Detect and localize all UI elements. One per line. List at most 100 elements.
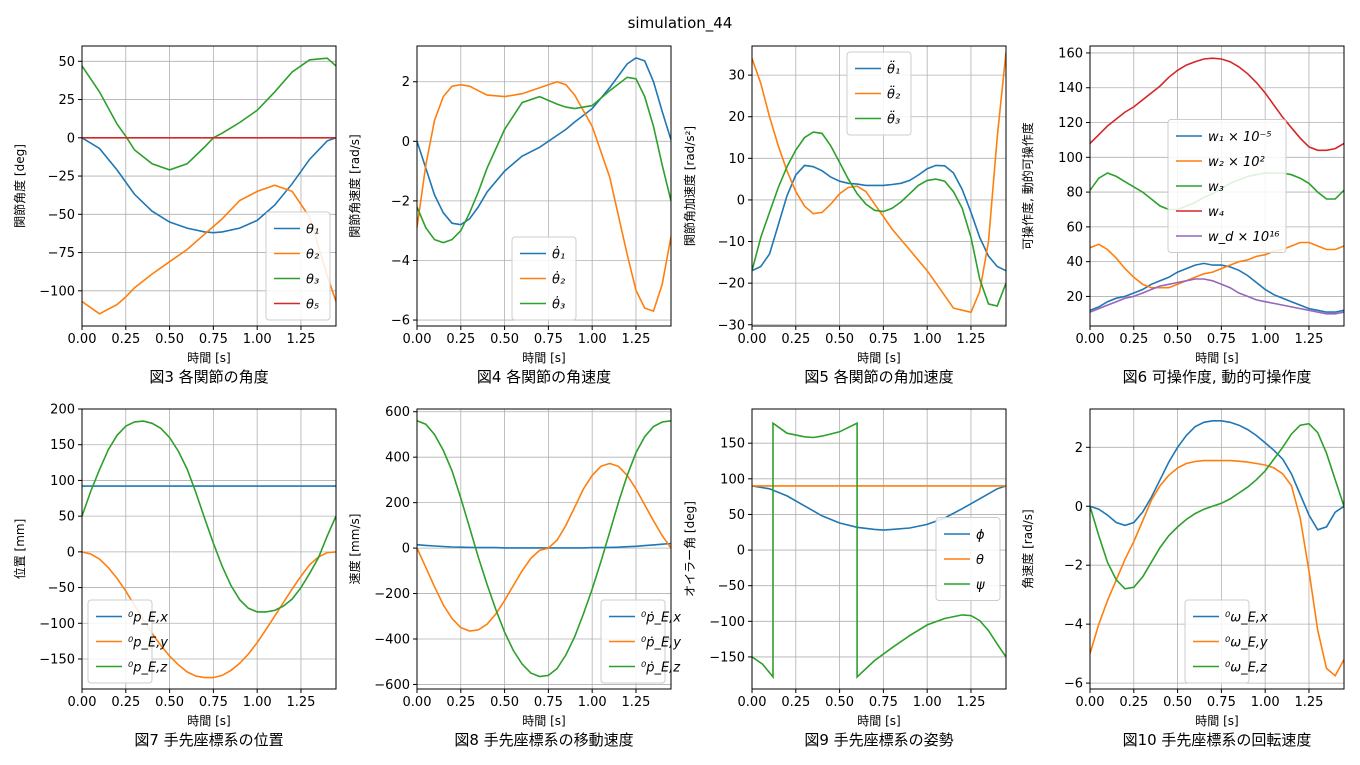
y-tick-label: −200: [374, 587, 410, 602]
legend: ⁰p_E,x ⁰p_E,y ⁰p_E,z: [87, 599, 168, 684]
y-tick-label: 50: [58, 510, 75, 525]
x-tick-label: 0.00: [738, 332, 767, 347]
series-line-2: [417, 80, 671, 313]
axes-frame: [751, 408, 1007, 690]
legend-entry-3: θ̇₃: [552, 296, 565, 312]
x-tick-label: 0.50: [1163, 332, 1192, 347]
x-axis-label: 時間 [s]: [1195, 351, 1238, 365]
x-axis-label: 時間 [s]: [857, 351, 900, 365]
y-tick-label: 80: [1066, 186, 1083, 201]
y-axis-label: オイラー角 [deg]: [683, 501, 697, 597]
subplot-fig6: 0.00 0.25 0.50 0.75 1.00 1.25 160 140 120 100 80 60…: [1020, 45, 1345, 386]
y-axis-label: 角速度 [rad/s]: [1020, 509, 1035, 588]
legend-entry-1: ⁰p_E,x: [128, 611, 168, 626]
x-tick-label: 0.25: [1119, 332, 1148, 347]
legend-entry-1: ⁰ω_E,x: [1225, 611, 1268, 626]
x-axis-label: 時間 [s]: [187, 714, 230, 728]
x-tick-label: 0.75: [534, 332, 563, 347]
chart-caption: 図8 手先座標系の移動速度: [454, 731, 633, 749]
legend-entry-2: θ̇₂: [552, 271, 565, 287]
subplot-grid: 0.00 0.25 0.50 0.75 1.00 1.2550250−25−50−75−1…: [12, 45, 1345, 749]
legend-entry-2: ⁰ṗ_E,y: [641, 636, 681, 651]
y-tick-label: −600: [374, 678, 410, 693]
x-tick-label: 0.00: [1076, 332, 1105, 347]
axes-frame: [81, 45, 337, 327]
series-line-1: [752, 164, 1006, 272]
legend-entry-3: ⁰ṗ_E,z: [641, 661, 681, 676]
x-axis-label: 時間 [s]: [522, 351, 565, 365]
subplot-fig7: 0.00 0.25 0.50 0.75 1.00 1.25 200 150 100 50 0 −50 −…: [12, 403, 337, 749]
y-tick-label: 150: [720, 437, 745, 452]
legend: θ̈₁ θ̈₂ θ̈₃: [846, 51, 912, 136]
x-tick-label: 1.25: [956, 332, 985, 347]
subplot-fig10: 0.00 0.25 0.50 0.75 1.00 1.25 2 0 −2 −4 −6 時間 [s] 角速…: [1020, 408, 1345, 749]
series-line-2: [417, 462, 671, 632]
y-tick-label: 40: [1066, 255, 1083, 270]
chart-caption: 図9 手先座標系の姿勢: [804, 731, 953, 749]
series-line-3: [752, 421, 1006, 680]
y-tick-label: 100: [720, 472, 745, 487]
y-tick-label: 200: [385, 496, 410, 511]
x-tick-label: 1.00: [243, 695, 272, 710]
subplot-fig5: 0.00 0.25 0.50 0.75 1.00 1.25 30 20 10 0 −10 −20 −30…: [682, 45, 1007, 386]
x-tick-label: 1.25: [286, 695, 315, 710]
legend-entry-3: w₃: [1208, 180, 1224, 195]
x-tick-label: 1.00: [1251, 332, 1280, 347]
x-tick-label: 1.25: [621, 695, 650, 710]
y-tick-label: −50: [48, 581, 75, 596]
legend: w₁ × 10⁻⁵ w₂ × 10² w₃ w₄ w_d × 10¹⁶: [1167, 119, 1287, 253]
y-axis-label: 速度 [mm/s]: [347, 514, 362, 585]
x-tick-label: 0.50: [490, 332, 519, 347]
y-tick-label: −100: [39, 284, 75, 299]
y-tick-label: 20: [728, 110, 745, 125]
figure-suptitle: simulation_44: [628, 14, 733, 33]
x-tick-label: 0.25: [1119, 695, 1148, 710]
series-line-1: [417, 57, 671, 226]
y-tick-label: 0: [737, 544, 745, 559]
series-line-1: [82, 137, 336, 234]
x-tick-label: 1.25: [621, 332, 650, 347]
legend: θ̇₁ θ̇₂ θ̇₃: [511, 236, 577, 321]
axes-frame: [751, 45, 1007, 327]
x-tick-label: 1.00: [913, 695, 942, 710]
y-tick-label: 120: [1058, 116, 1083, 131]
y-tick-label: −100: [709, 615, 745, 630]
x-tick-label: 0.75: [534, 695, 563, 710]
y-tick-label: 60: [1066, 220, 1083, 235]
x-axis-label: 時間 [s]: [857, 714, 900, 728]
x-tick-label: 0.75: [869, 695, 898, 710]
x-tick-label: 0.00: [403, 332, 432, 347]
axes-frame: [1089, 45, 1345, 327]
legend-entry-3: ⁰p_E,z: [128, 661, 168, 676]
legend-entry-4: θ₅: [306, 298, 319, 313]
x-tick-label: 1.25: [1294, 695, 1323, 710]
legend: ϕθψ: [935, 517, 1001, 601]
y-tick-label: 100: [1058, 151, 1083, 166]
y-axis-label: 関節角速度 [rad/s]: [347, 134, 362, 237]
x-tick-label: 0.75: [199, 332, 228, 347]
x-tick-label: 0.75: [869, 332, 898, 347]
x-tick-label: 0.75: [1207, 332, 1236, 347]
x-axis-label: 時間 [s]: [522, 714, 565, 728]
y-tick-label: −50: [718, 579, 745, 594]
y-tick-label: 30: [728, 69, 745, 84]
series-line-4: [1090, 57, 1344, 152]
series-line-1: [1090, 420, 1344, 531]
chart-caption: 図5 各関節の角加速度: [804, 368, 953, 386]
axes-frame: [416, 408, 672, 690]
series-line-3: [752, 131, 1006, 307]
legend-entry-1: θ̇₁: [552, 246, 565, 262]
y-tick-label: −6: [1064, 677, 1083, 692]
y-tick-label: −2: [391, 194, 410, 209]
series-line-2: [82, 184, 336, 315]
x-tick-label: 0.50: [155, 332, 184, 347]
chart-caption: 図10 手先座標系の回転速度: [1123, 731, 1312, 749]
x-tick-label: 0.50: [155, 695, 184, 710]
legend-entry-1: ϕ: [976, 528, 985, 543]
series-line-3: [1090, 422, 1344, 590]
y-tick-label: 140: [1058, 81, 1083, 96]
y-tick-label: 20: [1066, 290, 1083, 305]
x-tick-label: 0.25: [446, 695, 475, 710]
x-tick-label: 0.25: [781, 695, 810, 710]
x-axis-label: 時間 [s]: [187, 351, 230, 365]
